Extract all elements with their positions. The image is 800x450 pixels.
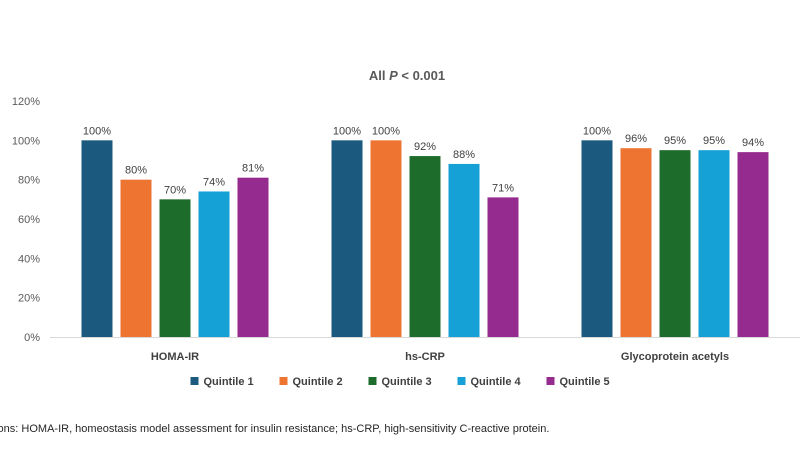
bar — [81, 140, 113, 337]
axes: 0% 20% 40% 60% 80% 100% 120% — [12, 96, 800, 344]
bar — [237, 177, 269, 337]
bar — [198, 191, 230, 337]
bar — [698, 150, 730, 337]
bar — [487, 197, 519, 337]
data-label: 100% — [583, 125, 611, 137]
data-label: 71% — [492, 182, 514, 194]
data-label: 94% — [742, 137, 764, 149]
legend-item: Quintile 2 — [279, 376, 343, 388]
y-tick-label: 60% — [18, 214, 40, 226]
y-tick-label: 80% — [18, 175, 40, 187]
bar — [581, 140, 613, 337]
data-label: 92% — [414, 141, 436, 153]
bar — [120, 179, 152, 337]
legend-label: Quintile 1 — [204, 376, 254, 388]
y-tick-label: 100% — [12, 135, 40, 147]
legend-item: Quintile 1 — [190, 376, 254, 388]
bar — [370, 140, 402, 337]
data-label: 96% — [625, 133, 647, 145]
bar-chart: All P < 0.001 0% 20% 40% 60% 80% 100% 120% 100… — [12, 68, 800, 388]
data-label: 100% — [333, 125, 361, 137]
x-category-label: Glycoprotein acetyls — [621, 351, 729, 363]
legend-swatch — [190, 377, 199, 385]
legend-swatch — [279, 377, 288, 385]
data-label: 81% — [242, 163, 264, 175]
footnote: viations: HOMA-IR, homeostasis model ass… — [0, 423, 550, 435]
bar — [620, 148, 652, 337]
data-label: 70% — [164, 184, 186, 196]
legend-swatch — [546, 377, 555, 385]
data-label: 88% — [453, 149, 475, 161]
legend-label: Quintile 3 — [382, 376, 432, 388]
legend-swatch — [457, 377, 466, 385]
y-tick-label: 40% — [18, 253, 40, 265]
legend: Quintile 1 Quintile 2 Quintile 3 Quintile 4… — [190, 376, 610, 388]
data-label: 100% — [372, 125, 400, 137]
legend-label: Quintile 4 — [471, 376, 522, 388]
data-label: 95% — [664, 135, 686, 147]
bar — [159, 199, 191, 337]
data-label: 100% — [83, 125, 111, 137]
bars-group: 100% 80% 70% 74% 81% HOMA-IR 100% 100% 92% 88% 71%… — [81, 125, 769, 363]
bar — [737, 152, 769, 337]
legend-item: Quintile 3 — [368, 376, 432, 388]
bar — [409, 156, 441, 337]
legend-item: Quintile 5 — [546, 376, 610, 388]
bar — [331, 140, 363, 337]
bar — [659, 150, 691, 337]
data-label: 80% — [125, 165, 147, 177]
legend-item: Quintile 4 — [457, 376, 522, 388]
bar — [448, 163, 480, 337]
data-label: 95% — [703, 135, 725, 147]
legend-label: Quintile 2 — [293, 376, 343, 388]
y-tick-label: 120% — [12, 96, 40, 108]
x-category-label: HOMA-IR — [151, 351, 199, 363]
y-tick-label: 0% — [24, 332, 40, 344]
data-label: 74% — [203, 176, 225, 188]
chart-title: All P < 0.001 — [369, 68, 445, 83]
legend-swatch — [368, 377, 377, 385]
x-category-label: hs-CRP — [405, 351, 445, 363]
legend-label: Quintile 5 — [560, 376, 610, 388]
y-tick-label: 20% — [18, 293, 40, 305]
